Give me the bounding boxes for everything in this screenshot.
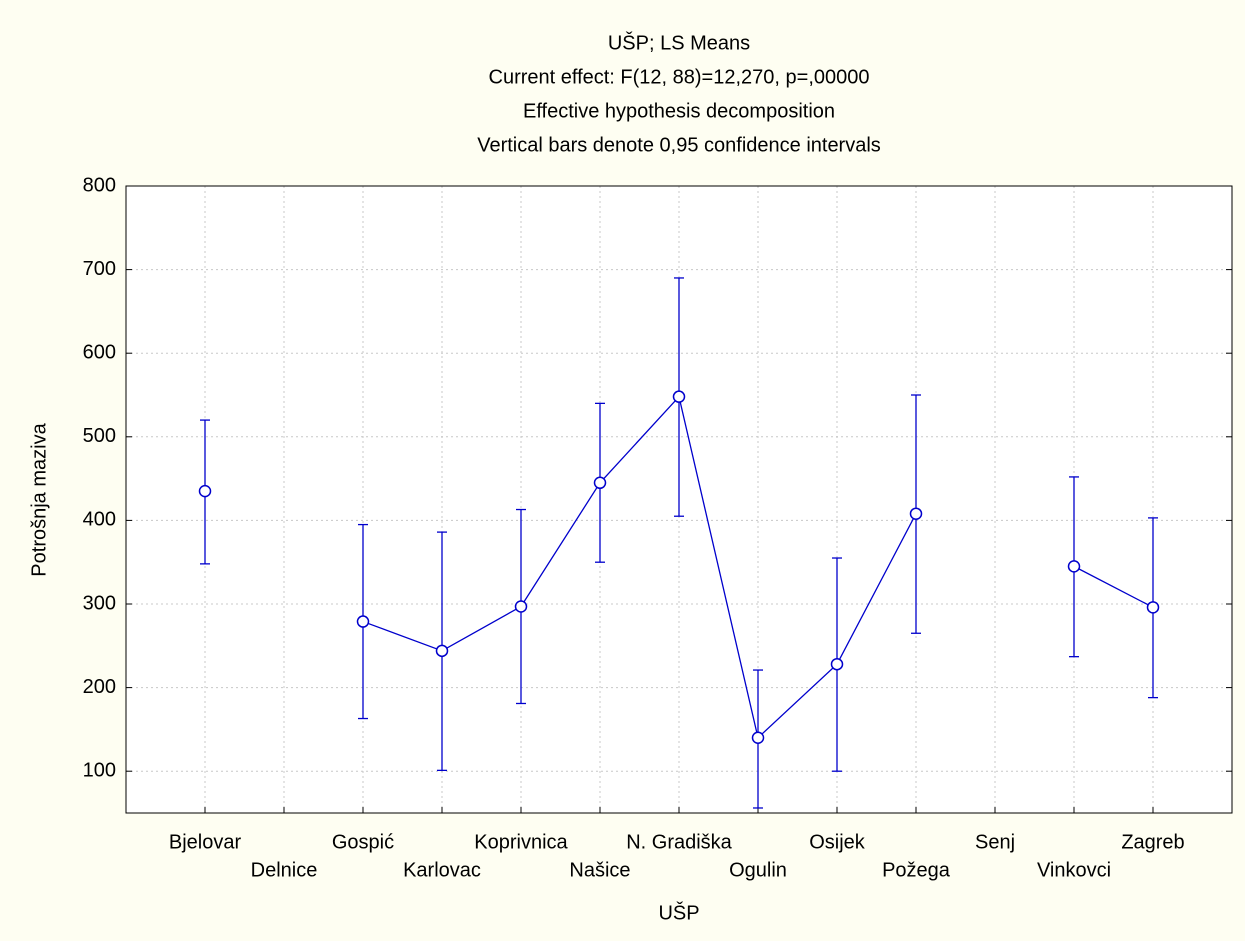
y-axis-label: Potrošnja maziva — [28, 422, 50, 576]
point — [830, 657, 844, 671]
chart-subtitle: Current effect: F(12, 88)=12,270, p=,000… — [489, 66, 870, 88]
x-tick-label: N. Gradiška — [626, 831, 732, 853]
point — [909, 507, 923, 520]
point — [435, 644, 449, 658]
plot-frame — [125, 185, 1233, 814]
x-tick-label: Zagreb — [1121, 831, 1184, 853]
x-tick-label: Senj — [975, 831, 1015, 853]
y-tick-label: 600 — [83, 341, 116, 363]
point — [198, 484, 212, 498]
y-tick-label: 500 — [83, 425, 116, 447]
x-tick-label: Vinkovci — [1037, 859, 1111, 881]
point — [751, 731, 765, 745]
chart-subtitle: Vertical bars denote 0,95 confidence int… — [477, 134, 881, 156]
point — [1146, 601, 1160, 614]
x-tick-label: Osijek — [809, 831, 866, 853]
series-line — [362, 395, 917, 740]
point — [356, 615, 370, 628]
x-axis-label: UŠP — [658, 901, 699, 924]
point — [593, 476, 607, 490]
point — [514, 600, 528, 613]
y-tick-label: 300 — [83, 592, 116, 614]
chart-title: UŠP; LS Means — [608, 31, 750, 54]
x-tick-label: Požega — [882, 859, 951, 881]
y-tick-label: 100 — [83, 759, 116, 781]
x-tick-label: Delnice — [251, 859, 318, 881]
x-tick-label: Gospić — [332, 831, 394, 853]
y-tick-label: 200 — [83, 676, 116, 698]
x-tick-label: Bjelovar — [169, 831, 242, 853]
x-tick-label: Karlovac — [403, 859, 481, 881]
x-tick-label: Ogulin — [729, 859, 787, 881]
series-line — [1073, 565, 1154, 608]
y-tick-label: 800 — [83, 174, 116, 196]
chart-subtitle: Effective hypothesis decomposition — [523, 100, 835, 122]
point — [1067, 560, 1081, 573]
y-tick-label: 700 — [83, 258, 116, 280]
y-tick-label: 400 — [83, 509, 116, 531]
x-tick-label: Našice — [569, 859, 630, 881]
x-tick-label: Koprivnica — [474, 831, 568, 853]
point — [672, 390, 686, 403]
